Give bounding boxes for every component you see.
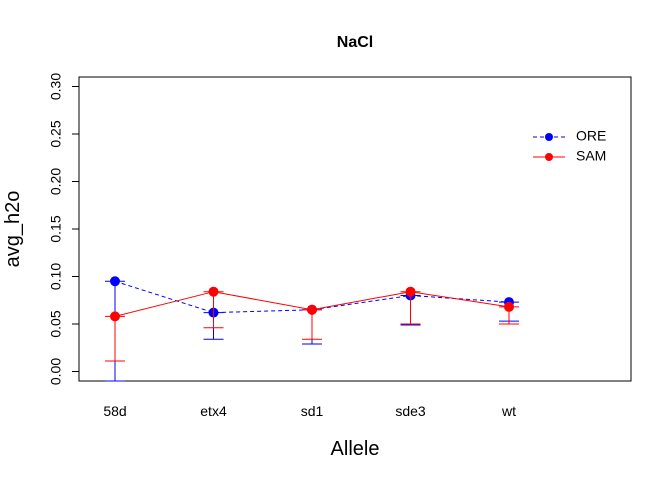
data-point [110,311,120,322]
y-axis: 0.00 0.05 0.10 0.15 0.20 0.25 0.30 [48,73,80,385]
y-axis-label: avg_h2o [2,191,24,268]
y-tick-label: 0.20 [48,168,64,195]
data-point [307,304,317,315]
y-tick-label: 0.25 [48,120,64,147]
legend-label: SAM [576,148,606,164]
data-point [405,286,416,297]
legend: ORE SAM [533,128,606,164]
data-point [208,286,219,297]
legend-item-ore: ORE [533,128,606,144]
plot-frame [78,76,632,382]
data-point [110,276,120,287]
chart-title: NaCl [337,34,373,51]
x-axis-label: Allele [331,438,380,460]
data-point [504,301,514,312]
x-tick-label: wt [501,403,516,419]
legend-item-sam: SAM [533,148,606,164]
legend-marker [545,153,553,161]
y-tick-label: 0.00 [48,358,64,385]
x-axis: 58d etx4 sd1 sde3 wt [103,403,516,419]
x-tick-label: etx4 [200,403,227,419]
series-sam [105,286,519,362]
x-tick-label: sd1 [301,403,324,419]
legend-label: ORE [576,128,606,144]
legend-marker [545,133,553,141]
x-tick-label: sde3 [395,403,426,419]
y-tick-label: 0.15 [48,215,64,242]
y-tick-label: 0.10 [48,263,64,290]
y-tick-label: 0.30 [48,73,64,100]
y-tick-label: 0.05 [48,310,64,337]
series-layer [105,276,519,382]
x-tick-label: 58d [103,403,126,419]
